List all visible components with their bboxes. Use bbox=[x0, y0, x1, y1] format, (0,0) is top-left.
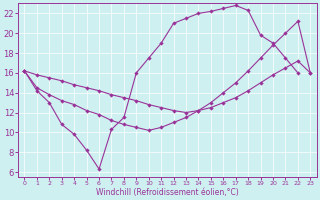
X-axis label: Windchill (Refroidissement éolien,°C): Windchill (Refroidissement éolien,°C) bbox=[96, 188, 239, 197]
